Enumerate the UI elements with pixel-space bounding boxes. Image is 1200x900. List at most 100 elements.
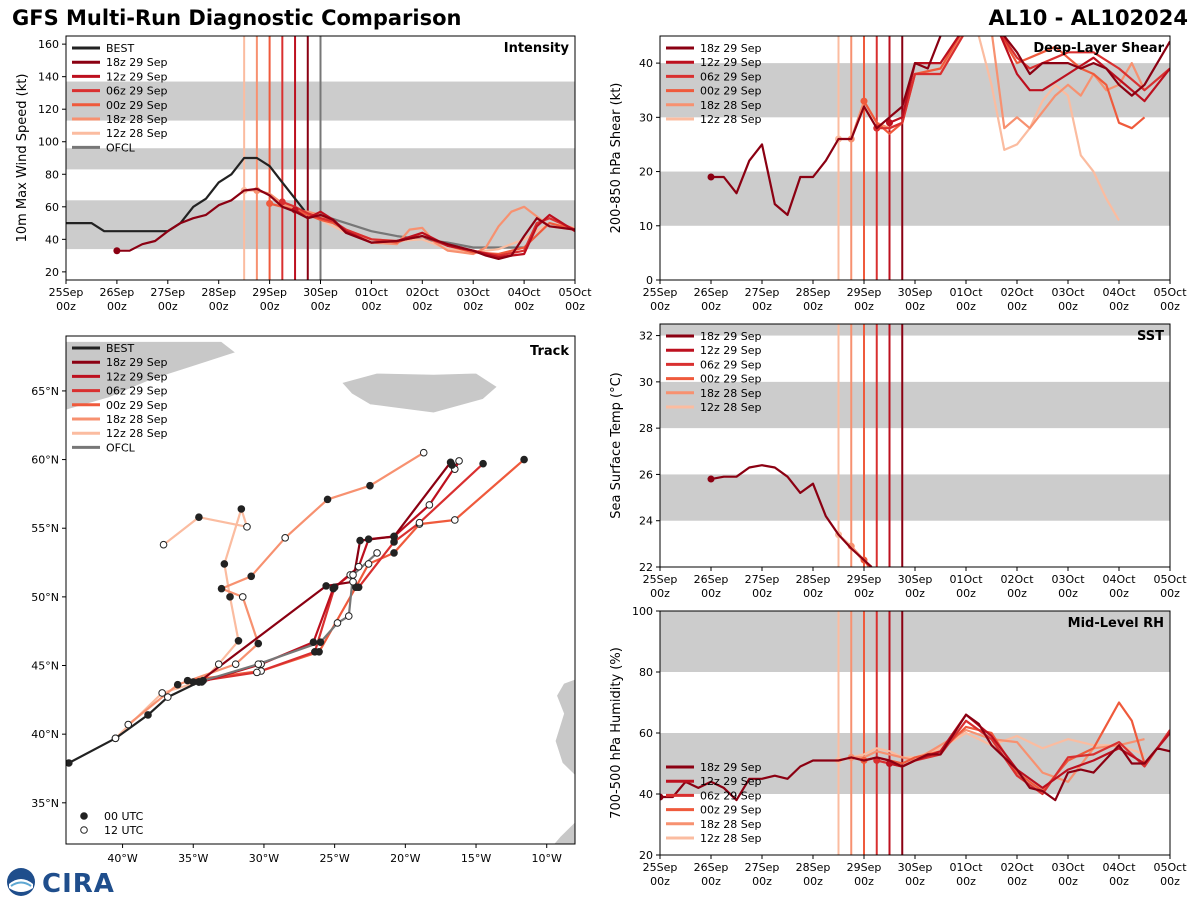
track-point (226, 593, 234, 601)
rh-xtick-label: 25Sep (643, 861, 678, 874)
rh-xtick-label: 00z (1109, 875, 1129, 888)
track-point (254, 639, 263, 648)
sst-legend-label: 18z 29 Sep (700, 330, 762, 343)
sst-xtick-label: 02Oct (1000, 573, 1034, 586)
track-xtick-label: 40°W (107, 852, 137, 865)
rh-xtick-label: 00z (1058, 875, 1078, 888)
intensity-xtick-label: 30Sep (303, 286, 338, 299)
shear-xtick-label: 25Sep (643, 286, 678, 299)
rh-legend-label: 12z 28 Sep (700, 832, 762, 845)
track-point (254, 660, 263, 668)
shear-xtick-label: 00z (1007, 300, 1027, 313)
sst-xtick-label: 25Sep (643, 573, 678, 586)
intensity-xtick-label: 26Sep (100, 286, 135, 299)
track-point (520, 455, 528, 464)
intensity-ytick-label: 100 (38, 136, 59, 149)
shear-xtick-label: 00z (905, 300, 925, 313)
intensity-xtick-label: 00z (514, 300, 534, 313)
sst-chart: 25Sep00z26Sep00z27Sep00z28Sep00z29Sep00z… (609, 323, 1187, 600)
track-line (114, 507, 249, 740)
rh-legend-label: 12z 29 Sep (700, 775, 762, 788)
intensity-xtick-label: 00z (209, 300, 229, 313)
sst-legend-label: 12z 29 Sep (700, 344, 762, 357)
rh-series-group (660, 701, 1170, 802)
rh-legend-label: 18z 28 Sep (700, 818, 762, 831)
intensity-xtick-label: 27Sep (150, 286, 185, 299)
shear-ytick-label: 30 (639, 111, 653, 124)
intensity-legend-label: 12z 29 Sep (106, 70, 168, 83)
shear-xtick-label: 00z (650, 300, 670, 313)
shear-init-point (860, 97, 868, 105)
track-legend-label: 18z 29 Sep (106, 356, 168, 369)
track-point (111, 734, 120, 743)
track-point (66, 759, 73, 767)
sst-xtick-label: 26Sep (694, 573, 729, 586)
track-point (124, 720, 133, 729)
track-legend-label: 06z 29 Sep (106, 385, 168, 398)
intensity-legend-label: 12z 28 Sep (106, 127, 168, 140)
track-legend-label: 18z 28 Sep (106, 413, 168, 426)
land-group (66, 341, 575, 844)
shear-series-line (889, 36, 1170, 124)
sst-title: SST (1137, 329, 1164, 344)
intensity-chart: 25Sep00z26Sep00z27Sep00z28Sep00z29Sep00z… (15, 35, 592, 313)
track-ytick-label: 35°N (31, 797, 59, 810)
track-point (231, 660, 240, 668)
intensity-xtick-label: 00z (56, 300, 76, 313)
track-series-group (66, 448, 528, 767)
track-line (127, 451, 425, 726)
rh-xtick-label: 30Sep (898, 861, 933, 874)
rh-legend-label: 06z 29 Sep (700, 789, 762, 802)
intensity-xtick-label: 00z (158, 300, 178, 313)
rh-xtick-label: 03Oct (1051, 861, 1085, 874)
rh-xtick-label: 00z (752, 875, 772, 888)
sst-legend-label: 18z 28 Sep (700, 387, 762, 400)
track-point (159, 540, 168, 549)
shear-xtick-label: 00z (1109, 300, 1129, 313)
track-point (419, 448, 428, 457)
sst-ytick-label: 32 (639, 330, 653, 343)
intensity-init-point (266, 200, 274, 208)
shear-band-0 (660, 171, 1170, 226)
track-point (364, 560, 373, 568)
track-marker-legend-symbol (80, 812, 88, 820)
intensity-series-line (116, 187, 575, 260)
sst-band-2 (660, 324, 1170, 336)
rh-series-line (838, 731, 1145, 762)
track-legend-label: 12z 28 Sep (106, 427, 168, 440)
track-xtick-label: 20°W (390, 852, 420, 865)
track-line (201, 459, 461, 684)
shear-xtick-label: 03Oct (1051, 286, 1085, 299)
shear-xtick-label: 26Sep (694, 286, 729, 299)
track-point (158, 689, 166, 697)
rh-xtick-label: 00z (905, 875, 925, 888)
track-point (349, 571, 357, 579)
track-marker-legend-symbol (80, 826, 88, 834)
shear-legend-label: 06z 29 Sep (700, 70, 762, 83)
track-point (349, 577, 357, 586)
shear-series-group (707, 36, 1170, 221)
track-legend-label: BEST (106, 342, 134, 355)
rh-legend-label: 18z 29 Sep (700, 761, 762, 774)
sst-ylabel: Sea Surface Temp (°C) (609, 372, 624, 519)
track-xtick-label: 15°W (461, 852, 491, 865)
rh-chart: 25Sep00z26Sep00z27Sep00z28Sep00z29Sep00z… (609, 605, 1187, 888)
intensity-xtick-label: 02Oct (406, 286, 440, 299)
track-legend-label: OFCL (106, 441, 136, 454)
shear-ytick-label: 20 (639, 166, 653, 179)
intensity-xtick-label: 01Oct (355, 286, 389, 299)
rh-title: Mid-Level RH (1068, 616, 1164, 631)
shear-xtick-label: 00z (701, 300, 721, 313)
shear-xtick-label: 00z (803, 300, 823, 313)
shear-legend-label: 12z 29 Sep (700, 56, 762, 69)
intensity-ytick-label: 140 (38, 71, 59, 84)
track-point (253, 668, 261, 677)
intensity-xtick-label: 28Sep (201, 286, 236, 299)
sst-xtick-label: 01Oct (949, 573, 983, 586)
shear-ytick-label: 0 (646, 274, 653, 287)
rh-xtick-label: 28Sep (796, 861, 831, 874)
iberia-land (554, 678, 575, 776)
sst-xtick-label: 00z (1007, 587, 1027, 600)
track-xtick-label: 25°W (319, 852, 349, 865)
